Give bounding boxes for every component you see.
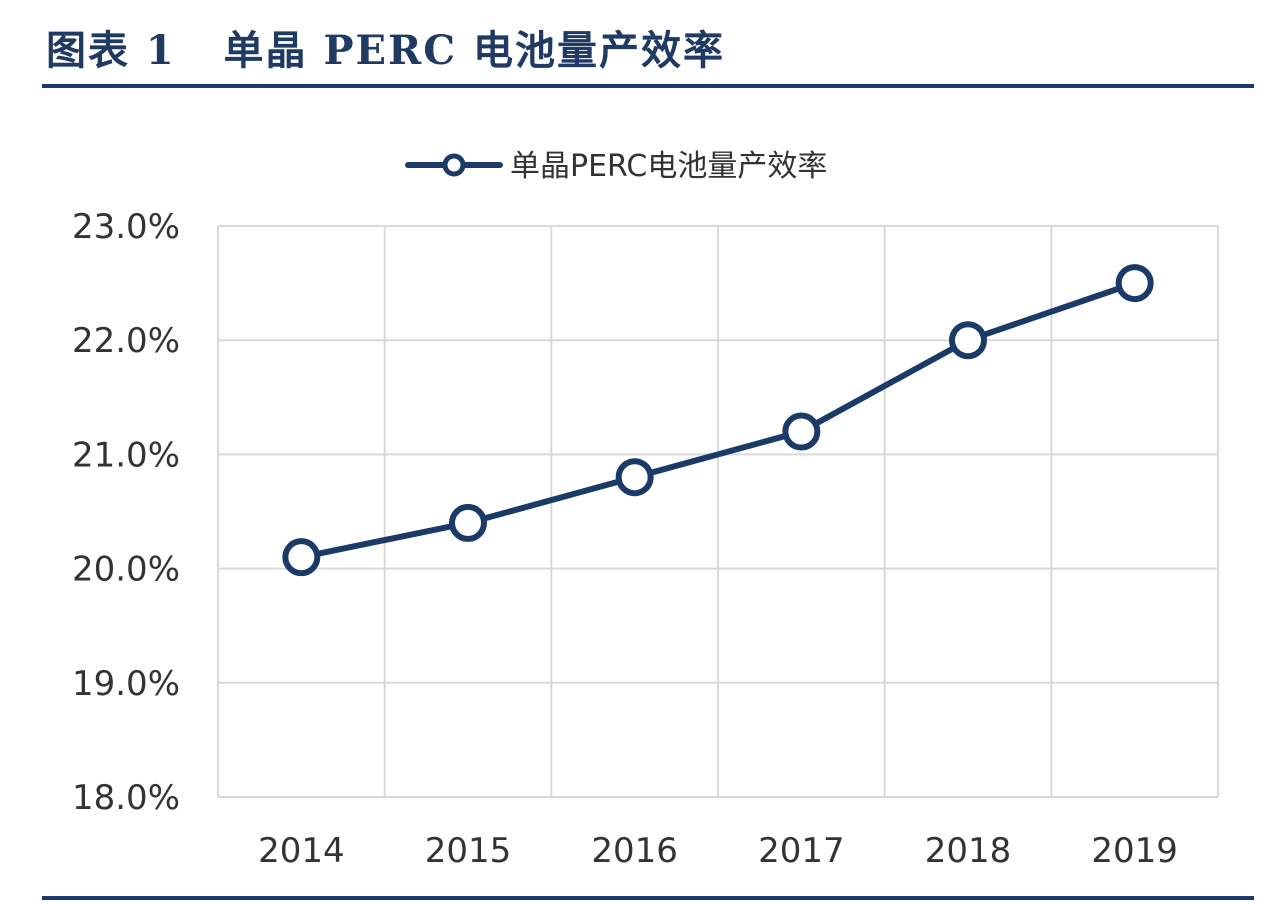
data-point-marker (782, 412, 821, 451)
data-point-marker (949, 321, 987, 360)
y-tick-label: 18.0% (72, 778, 180, 818)
top-rule (42, 84, 1254, 88)
y-tick-label: 21.0% (72, 435, 180, 475)
data-point-marker (1115, 264, 1154, 303)
data-point-marker (282, 538, 321, 577)
bottom-rule (42, 896, 1254, 900)
series-line (298, 280, 1138, 561)
x-tick-label: 2019 (1091, 831, 1178, 871)
x-tick-label: 2014 (258, 831, 345, 871)
data-point-marker (615, 458, 654, 497)
x-tick-label: 2016 (591, 831, 678, 871)
y-tick-label: 22.0% (72, 321, 180, 361)
y-tick-label: 20.0% (72, 550, 180, 590)
data-point-marker (449, 503, 487, 542)
figure-title: 图表 1 单晶 PERC 电池量产效率 (46, 27, 726, 74)
y-tick-label: 23.0% (72, 207, 180, 247)
legend-label: 单晶PERC电池量产效率 (510, 149, 827, 184)
x-tick-label: 2017 (758, 831, 845, 871)
x-tick-label: 2018 (925, 831, 1012, 871)
legend-marker-icon (442, 153, 466, 177)
y-tick-label: 19.0% (72, 664, 180, 704)
x-tick-label: 2015 (425, 831, 512, 871)
